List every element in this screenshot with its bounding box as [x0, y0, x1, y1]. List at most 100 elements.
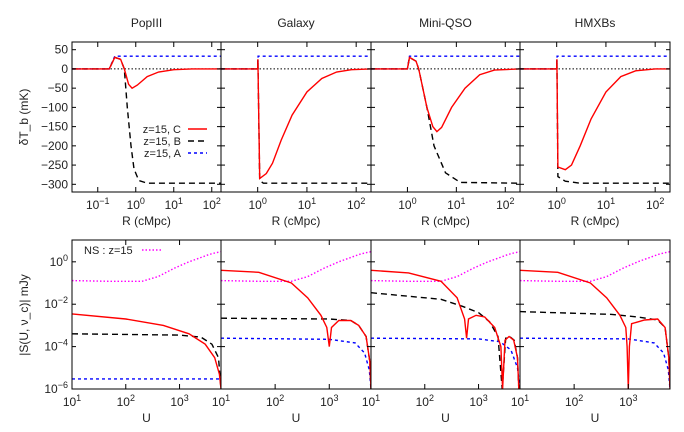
x-axis-label: R (cMpc) [272, 214, 321, 228]
x-tick-label: 102 [646, 196, 664, 212]
series-c [72, 56, 221, 90]
plot-frame [519, 239, 671, 390]
legend-label: z=15, B [143, 136, 181, 148]
series-a [520, 55, 670, 70]
x-tick-label: 102 [496, 196, 514, 212]
x-tick-label: 102 [565, 393, 583, 409]
series-c [221, 59, 371, 180]
top-panel-3: 100 101 102 R (cMpc) Mini-QSO [370, 16, 521, 228]
series-c [371, 56, 520, 133]
series-a [72, 55, 221, 70]
x-tick-label: 102 [347, 196, 365, 212]
series-b [72, 333, 221, 389]
x-axis-label: U [591, 411, 600, 425]
x-tick-label: 101 [597, 196, 615, 212]
series-c [221, 269, 371, 389]
series-a [371, 337, 520, 389]
x-axis-label: R (cMpc) [122, 214, 171, 228]
x-tick-label: 103 [170, 393, 188, 409]
series-ns [520, 251, 670, 282]
x-tick-label: 101 [212, 393, 230, 409]
x-tick-label: 102 [266, 393, 284, 409]
legend-label: NS : z=15 [84, 245, 133, 257]
x-tick-label: 102 [203, 196, 221, 212]
x-axis-label: U [292, 411, 301, 425]
series-ns [371, 251, 520, 282]
series-c [72, 313, 221, 389]
x-tick-label: 103 [320, 393, 338, 409]
x-tick-label: 101 [447, 196, 465, 212]
panel-title: PopIII [131, 16, 162, 30]
plot-frame [370, 239, 521, 390]
series-b [520, 310, 670, 389]
y-tick-label: 10−2 [44, 295, 68, 311]
top-panel-1: 10−1 100 101 102 R (cMpc) PopIII 50 0 −50 −100 −15… [41, 16, 222, 228]
y-tick-label: 50 [55, 43, 69, 57]
y-tick-label: −250 [41, 158, 68, 172]
x-tick-label: 100 [398, 196, 416, 212]
panel-title: HMXBs [575, 16, 616, 30]
plot-frame [220, 41, 372, 193]
panel-title: Galaxy [277, 16, 314, 30]
x-axis-label: R (cMpc) [571, 214, 620, 228]
series-b [371, 292, 520, 389]
y-tick-label: −200 [41, 139, 68, 153]
bottom-panel-4: 101 102 103 U [511, 239, 671, 425]
series-ns [72, 251, 221, 282]
plot-frame [220, 239, 372, 390]
y-tick-label: 10−6 [44, 380, 68, 396]
series-c [520, 269, 670, 389]
x-tick-label: 103 [469, 393, 487, 409]
x-tick-label: 100 [248, 196, 266, 212]
legend-label: z=15, A [144, 148, 182, 160]
x-tick-label: 102 [117, 393, 135, 409]
series-b [221, 317, 371, 389]
x-axis-label: U [142, 411, 151, 425]
x-tick-label: 101 [362, 393, 380, 409]
legend-top: z=15, Cz=15, Bz=15, A [143, 124, 207, 160]
panel-title: Mini-QSO [419, 16, 472, 30]
series-c [371, 269, 520, 389]
y-tick-label: −150 [41, 120, 68, 134]
legend-label: z=15, C [143, 124, 181, 136]
top-ylabel: δT_b (mK) [17, 89, 31, 146]
x-tick-label: 10−1 [86, 196, 110, 212]
top-panel-4: 100 101 102 R (cMpc) HMXBs [519, 16, 671, 228]
series-ns [221, 251, 371, 282]
top-panel-2: 100 101 102 R (cMpc) Galaxy [220, 16, 372, 228]
x-tick-label: 103 [619, 393, 637, 409]
bottom-panel-1: 101 102 103 U 100 10−2 10−4 10−6 [44, 239, 222, 425]
y-tick-label: −300 [41, 177, 68, 191]
series-b [221, 59, 371, 184]
series-a [221, 55, 371, 70]
x-axis-label: U [441, 411, 450, 425]
plot-frame [370, 41, 521, 193]
x-tick-label: 101 [165, 196, 183, 212]
plot-frame [519, 41, 671, 193]
y-tick-label: 100 [50, 253, 68, 269]
x-tick-label: 101 [511, 393, 529, 409]
series-a [520, 337, 670, 389]
bottom-panel-2: 101 102 103 U [212, 239, 372, 425]
x-tick-label: 100 [547, 196, 565, 212]
y-tick-label: −100 [41, 100, 68, 114]
x-tick-label: 102 [416, 393, 434, 409]
series-a [371, 55, 520, 70]
series-a [221, 337, 371, 389]
series-b [72, 56, 221, 184]
bottom-ylabel: |S(U, ν_c)| mJy [17, 274, 31, 356]
x-tick-label: 100 [127, 196, 145, 212]
x-tick-label: 101 [298, 196, 316, 212]
bottom-panel-3: 101 102 103 U [362, 239, 521, 425]
x-axis-label: R (cMpc) [421, 214, 470, 228]
y-tick-label: −50 [48, 81, 69, 95]
series-c [520, 59, 670, 171]
y-tick-label: 0 [61, 62, 68, 76]
series-b [520, 59, 670, 184]
plot-frame [71, 41, 222, 193]
legend-bottom: NS : z=15 [84, 245, 163, 257]
x-tick-label: 101 [63, 393, 81, 409]
plot-frame [71, 239, 222, 390]
y-tick-label: 10−4 [44, 338, 68, 354]
